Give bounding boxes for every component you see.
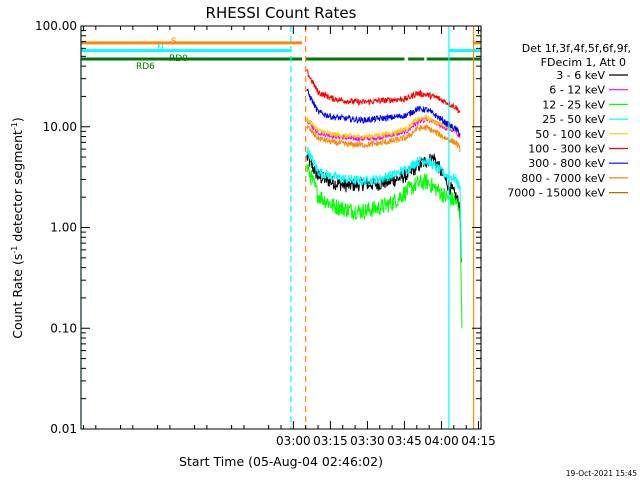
legend-label-800-7000-kev: 800 - 7000 keV (521, 172, 605, 185)
state-label-rd0: RD0 (169, 54, 188, 64)
series-layer (306, 68, 463, 329)
legend-label-50-100-kev: 50 - 100 keV (535, 128, 605, 141)
series-line-100-300-kev (306, 68, 461, 114)
legend-header-line-2: FDecim 1, Att 0 (541, 56, 626, 69)
series-line-50-100-kev (306, 113, 461, 140)
series-line-800-7000-kev (306, 123, 461, 153)
legend-label-25-50-kev: 25 - 50 keV (542, 113, 605, 126)
state-label-s: S (171, 37, 177, 47)
x-axis: 03:00 03:15 03:30 03:45 04:00 04:15 (82, 26, 496, 448)
y-axis: 0.01 0.10 1.00 10.00 100.00 (35, 19, 481, 436)
legend-header-line-1: Det 1f,3f,4f,5f,6f,9f, (522, 42, 631, 55)
x-tick-label: 04:00 (424, 434, 459, 448)
y-axis-label-mid: detector segment (10, 130, 25, 246)
x-tick-label: 04:15 (461, 434, 496, 448)
y-tick-label: 1.00 (50, 221, 77, 235)
series-line-12-25-kev (306, 163, 463, 329)
chart-title: RHESSI Count Rates (206, 4, 357, 22)
x-tick-label: 03:00 (276, 434, 311, 448)
legend-label-12-25-kev: 12 - 25 keV (542, 98, 605, 111)
y-tick-label: 0.10 (50, 321, 77, 335)
state-label-n: N (157, 44, 164, 54)
y-axis-label-sup2: -1 (10, 122, 19, 130)
y-tick-label: 10.00 (43, 120, 77, 134)
series-line-25-50-kev (306, 146, 462, 258)
x-tick-label: 03:15 (313, 434, 348, 448)
y-axis-label-end: ) (10, 117, 25, 122)
x-tick-label: 03:45 (387, 434, 422, 448)
y-axis-label-main: Count Rate (s (10, 254, 25, 339)
series-line-300-800-kev (306, 88, 461, 137)
footer-timestamp: 19-Oct-2021 15:45 (566, 469, 637, 478)
legend-label-7000-15000-kev: 7000 - 15000 keV (507, 187, 605, 200)
legend-label-3-6-kev: 3 - 6 keV (556, 69, 605, 82)
legend-label-6-12-kev: 6 - 12 keV (549, 84, 605, 97)
legend-label-100-300-kev: 100 - 300 keV (528, 143, 605, 156)
legend-label-300-800-kev: 300 - 800 keV (528, 157, 605, 170)
legend: Det 1f,3f,4f,5f,6f,9f, FDecim 1, Att 0 3… (507, 42, 631, 200)
y-axis-label: Count Rate (s-1 detector segment-1) (10, 117, 25, 339)
y-tick-label: 0.01 (50, 422, 77, 436)
y-axis-label-sup1: -1 (10, 246, 19, 254)
state-label-rd6: RD6 (136, 62, 155, 72)
y-tick-label: 100.00 (35, 19, 77, 33)
x-axis-label: Start Time (05-Aug-04 02:46:02) (179, 454, 383, 469)
x-tick-label: 03:30 (350, 434, 385, 448)
